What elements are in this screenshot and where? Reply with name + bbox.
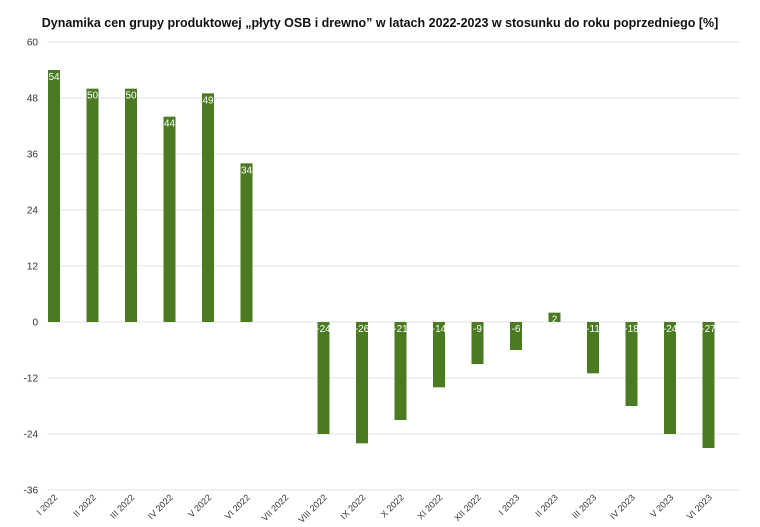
x-tick-label: VII 2022: [260, 492, 291, 523]
x-tick-label: X 2022: [379, 492, 406, 519]
y-tick-label: 12: [27, 262, 39, 273]
data-label: -11: [586, 324, 600, 335]
x-tick-label: XI 2022: [415, 492, 444, 521]
data-labels: 54 50 50 44 49 34 -24 -26 -21 -14 -9 -6 2 -11 -18 -24 -2…: [48, 72, 716, 335]
x-tick-label: XII 2022: [452, 492, 483, 523]
x-tick-label: VI 2023: [685, 492, 714, 521]
y-tick-label: 48: [27, 94, 39, 105]
data-label: 50: [125, 91, 137, 102]
bar: [703, 322, 715, 448]
y-tick-label: -36: [24, 486, 39, 497]
x-tick-label: IV 2023: [608, 492, 637, 521]
bar: [241, 163, 253, 322]
data-label: 2: [552, 315, 558, 326]
bar: [164, 117, 176, 322]
data-label: -9: [473, 324, 482, 335]
data-label: -21: [393, 324, 408, 335]
y-axis-ticks: 60 48 36 24 12 0 -12 -24 -36: [24, 38, 39, 497]
bar: [125, 89, 137, 322]
data-label: 49: [202, 95, 214, 106]
y-tick-label: 36: [27, 150, 39, 161]
y-tick-label: 0: [32, 318, 38, 329]
x-tick-label: II 2022: [71, 492, 98, 519]
bar: [48, 70, 60, 322]
bar: [356, 322, 368, 443]
bar: [664, 322, 676, 434]
data-label: -6: [512, 324, 521, 335]
x-tick-label: III 2022: [108, 492, 136, 520]
x-tick-label: V 2022: [186, 492, 213, 519]
data-label: -26: [355, 324, 370, 335]
grid-lines: [47, 42, 740, 490]
x-tick-label: I 2022: [35, 492, 60, 517]
bar: [87, 89, 99, 322]
x-tick-label: V 2023: [648, 492, 675, 519]
data-label: 54: [48, 72, 60, 83]
x-tick-label: IX 2022: [338, 492, 367, 521]
y-tick-label: -12: [24, 374, 39, 385]
x-tick-label: IV 2022: [146, 492, 175, 521]
x-tick-label: I 2023: [497, 492, 522, 517]
bar: [202, 93, 214, 322]
bar: [395, 322, 407, 420]
x-tick-label: II 2023: [533, 492, 560, 519]
x-tick-label: III 2023: [570, 492, 598, 520]
data-label: -27: [701, 324, 716, 335]
y-tick-label: 24: [27, 206, 39, 217]
data-label: -24: [316, 324, 331, 335]
data-label: -18: [624, 324, 639, 335]
y-tick-label: -24: [24, 430, 39, 441]
data-label: -24: [663, 324, 678, 335]
x-tick-label: VIII 2022: [296, 492, 329, 525]
x-axis-ticks: I 2022 II 2022 III 2022 IV 2022 V 2022 VI 202…: [35, 492, 714, 525]
bars: [48, 70, 715, 448]
data-label: -14: [432, 324, 447, 335]
data-label: 50: [87, 91, 99, 102]
data-label: 44: [164, 119, 176, 130]
data-label: 34: [241, 165, 253, 176]
y-tick-label: 60: [27, 38, 39, 49]
x-tick-label: VI 2022: [223, 492, 252, 521]
bar: [318, 322, 330, 434]
